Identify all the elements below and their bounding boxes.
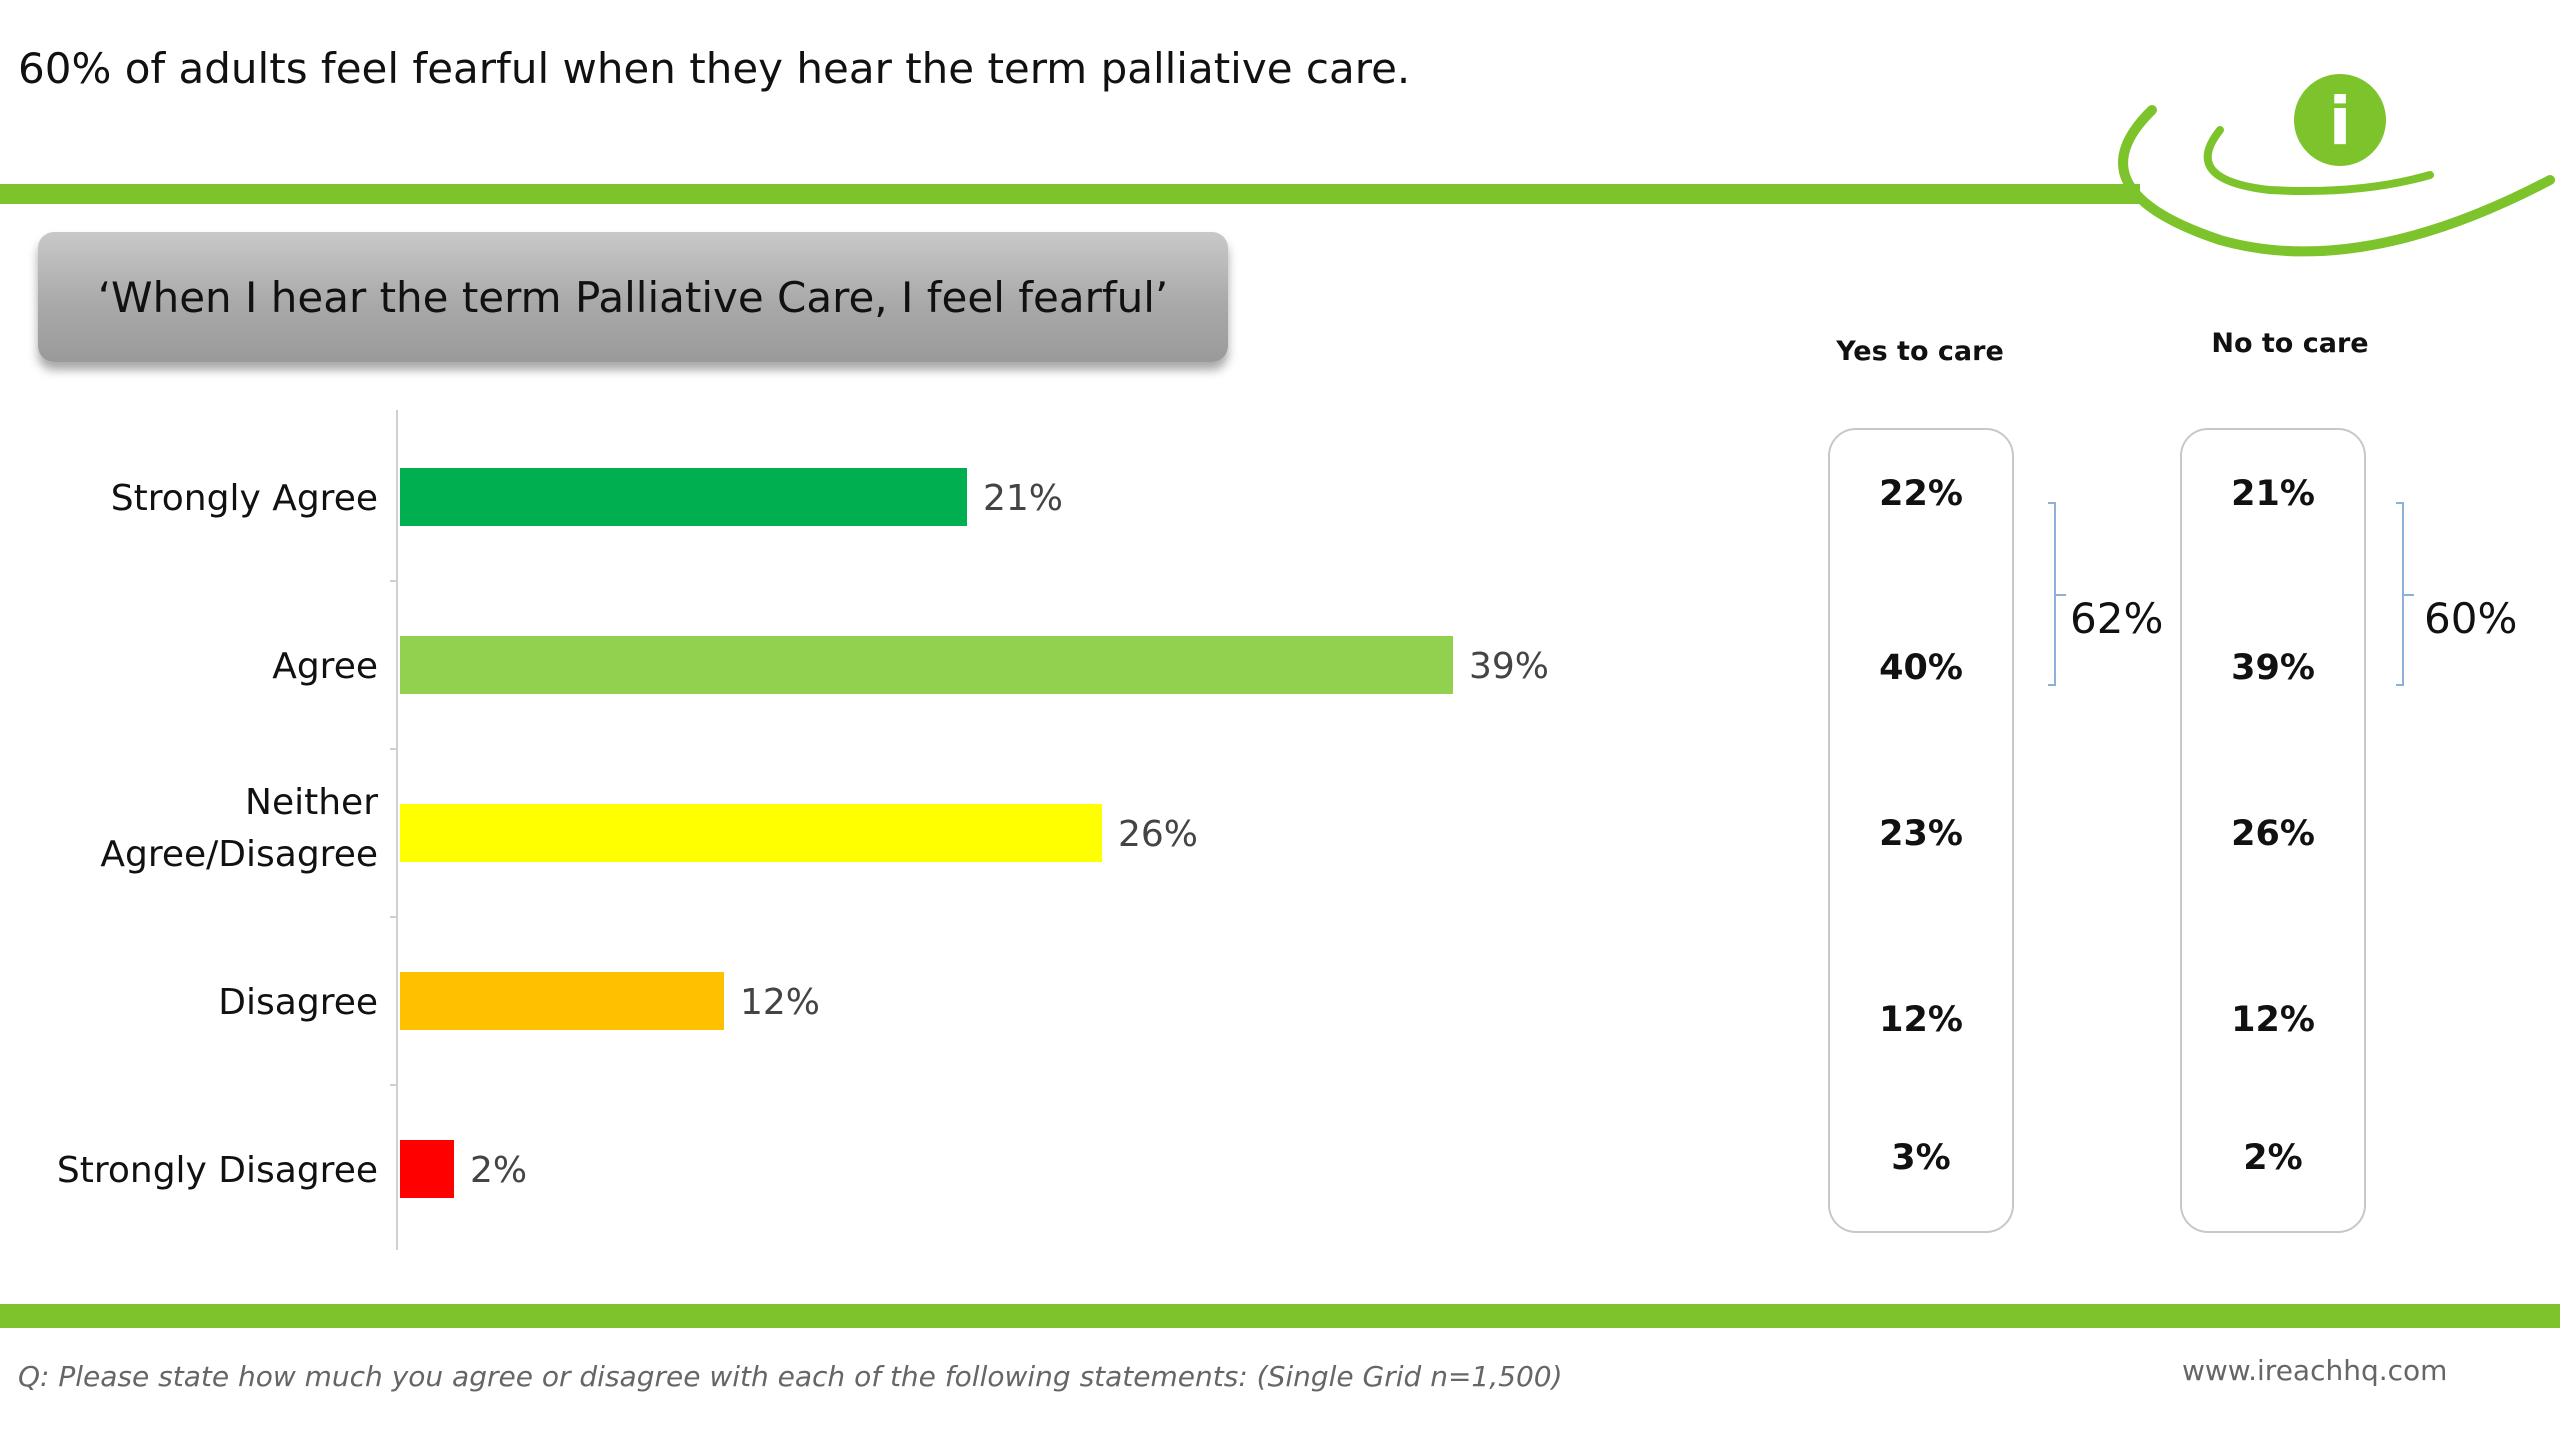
bars: 21% Strongly Agree 39% Agree 26% Neither Agree… [57,468,1549,1198]
subgroup-value: 39% [2231,648,2315,688]
yes-to-care-bracket-label: 62% [2070,594,2164,643]
yes-to-care-panel [1828,428,2014,1233]
bar-agree [400,636,1453,694]
top-divider [0,184,2140,204]
subgroup-value: 22% [1879,474,1963,514]
subgroup-value: 23% [1879,814,1963,854]
info-icon-letter: i [2329,83,2352,160]
category-label: Disagree [218,982,378,1023]
logo: i [2118,74,2555,257]
subgroup-value: 3% [1891,1138,1951,1178]
subgroup-value: 12% [2231,1000,2315,1040]
bar-neither-agree-disagree [400,804,1102,862]
bar-strongly-agree [400,468,967,526]
no-to-care-panel [2180,428,2366,1233]
page-title: 60% of adults feel fearful when they hea… [18,44,1411,93]
bottom-divider [0,1304,2560,1328]
category-label: Agree [272,646,378,687]
category-label: Strongly Agree [111,478,378,519]
subgroup-value: 12% [1879,1000,1963,1040]
bar-value-label: 21% [983,478,1063,519]
yes-to-care-bracket [2048,502,2066,686]
subgroup-value: 21% [2231,474,2315,514]
yes-to-care-title: Yes to care [1836,336,2004,367]
category-label: Agree/Disagree [100,834,378,875]
no-to-care-title: No to care [2211,328,2369,359]
subgroup-value: 26% [2231,814,2315,854]
info-icon [2294,74,2386,166]
no-to-care-bracket [2396,502,2414,686]
subgroup-value: 40% [1879,648,1963,688]
category-label: Strongly Disagree [57,1150,378,1191]
bar-chart: 21% Strongly Agree 39% Agree 26% Neither Agree… [57,410,1549,1250]
question-footnote: Q: Please state how much you agree or di… [18,1360,1563,1393]
website-link[interactable]: www.ireachhq.com [2182,1354,2448,1387]
bar-strongly-disagree [400,1140,454,1198]
bar-value-label: 26% [1118,814,1198,855]
subgroup-value: 2% [2243,1138,2303,1178]
bar-disagree [400,972,724,1030]
bar-value-label: 2% [470,1150,527,1191]
no-to-care-bracket-label: 60% [2424,594,2518,643]
statement-text: ‘When I hear the term Palliative Care, I… [97,272,1169,322]
statement-box: ‘When I hear the term Palliative Care, I… [38,232,1228,362]
category-label: Neither [245,782,378,823]
bar-value-label: 12% [740,982,820,1023]
bar-value-label: 39% [1469,646,1549,687]
